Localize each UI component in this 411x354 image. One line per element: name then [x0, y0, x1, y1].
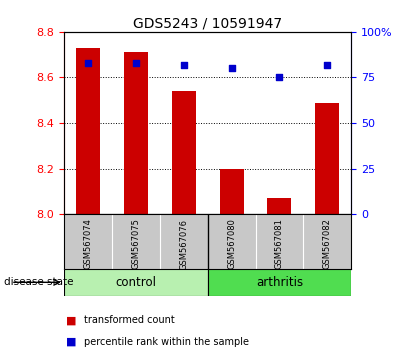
Bar	[64, 269, 208, 296]
Text: GSM567074: GSM567074	[83, 218, 92, 269]
Title: GDS5243 / 10591947: GDS5243 / 10591947	[133, 17, 282, 31]
Bar	[315, 103, 339, 214]
Text: transformed count: transformed count	[84, 315, 175, 325]
Bar	[76, 48, 100, 214]
Bar	[172, 91, 196, 214]
Text: ■: ■	[66, 337, 76, 347]
Text: GSM567081: GSM567081	[275, 218, 284, 269]
Point	[228, 65, 235, 71]
Bar	[124, 52, 148, 214]
Text: disease state: disease state	[4, 277, 74, 287]
Text: control: control	[115, 276, 156, 289]
Text: GSM567080: GSM567080	[227, 218, 236, 269]
Text: arthritis: arthritis	[256, 276, 303, 289]
Text: percentile rank within the sample: percentile rank within the sample	[84, 337, 249, 347]
Point	[84, 60, 91, 66]
Text: GSM567076: GSM567076	[179, 218, 188, 269]
Point	[276, 75, 283, 80]
Point	[132, 60, 139, 66]
Bar	[268, 198, 291, 214]
Point	[180, 62, 187, 68]
Text: GSM567082: GSM567082	[323, 218, 332, 269]
Bar	[208, 269, 351, 296]
Point	[324, 62, 331, 68]
Bar	[219, 169, 243, 214]
Text: ■: ■	[66, 315, 76, 325]
Text: GSM567075: GSM567075	[131, 218, 140, 269]
